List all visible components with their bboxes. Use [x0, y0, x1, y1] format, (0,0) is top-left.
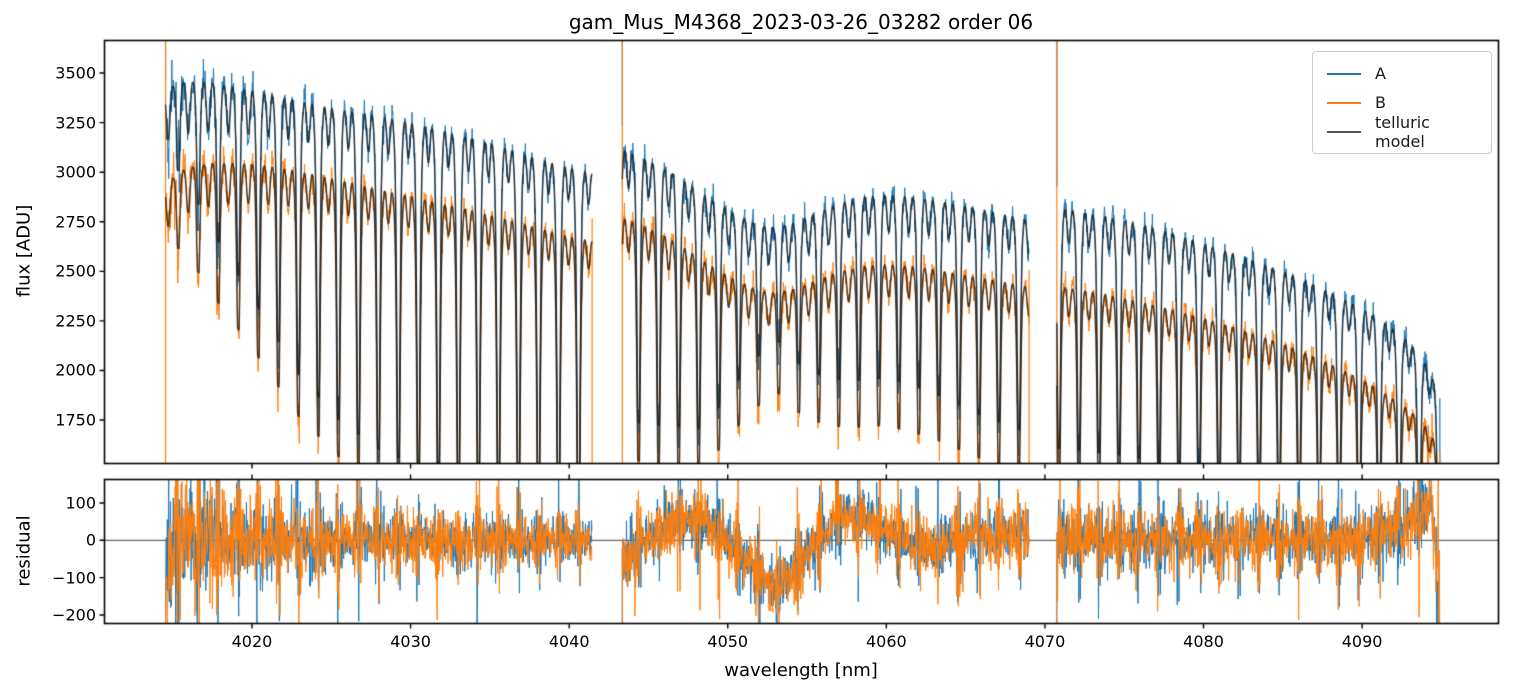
flux-tick-label: 2750 [55, 212, 96, 232]
legend-item-telluric: telluric model [1313, 113, 1491, 151]
flux-tick-label: 1750 [55, 410, 96, 430]
x-tick-label: 4050 [707, 632, 749, 651]
residual-axis-label: residual [13, 515, 35, 587]
x-tick-label: 4070 [1024, 632, 1066, 651]
residual-tick-label: −200 [52, 605, 96, 625]
flux-tick-label: 2000 [55, 360, 96, 380]
flux-axis-label: flux [ADU] [13, 204, 35, 298]
x-tick-label: 4040 [548, 632, 590, 651]
x-tick-label: 4060 [865, 632, 907, 651]
legend-label-b: B [1375, 93, 1386, 112]
residual-tick-label: −100 [52, 568, 96, 588]
legend: A B telluric model [1312, 51, 1492, 154]
legend-line-a [1327, 72, 1361, 75]
chart-title: gam_Mus_M4368_2023-03-26_03282 order 06 [568, 10, 1034, 34]
x-tick-label: 4090 [1341, 632, 1383, 651]
legend-line-telluric [1327, 130, 1361, 133]
legend-label-telluric: telluric model [1375, 112, 1430, 151]
flux-tick-label: 3250 [55, 113, 96, 133]
residual-tick-label: 0 [85, 530, 96, 550]
flux-tick-label: 2250 [55, 311, 96, 331]
flux-tick-label: 3500 [55, 63, 96, 83]
x-axis-label: wavelength [nm] [724, 660, 878, 681]
flux-tick-label: 2500 [55, 261, 96, 281]
legend-item-a: A [1313, 59, 1491, 88]
x-tick-label: 4020 [231, 632, 273, 651]
residual-tick-label: 100 [65, 493, 96, 513]
x-tick-label: 4080 [1183, 632, 1224, 651]
legend-line-b [1327, 101, 1361, 104]
legend-item-b: B [1313, 88, 1491, 117]
x-tick-label: 4030 [390, 632, 431, 651]
flux-tick-label: 3000 [55, 162, 96, 182]
legend-label-a: A [1375, 64, 1386, 83]
